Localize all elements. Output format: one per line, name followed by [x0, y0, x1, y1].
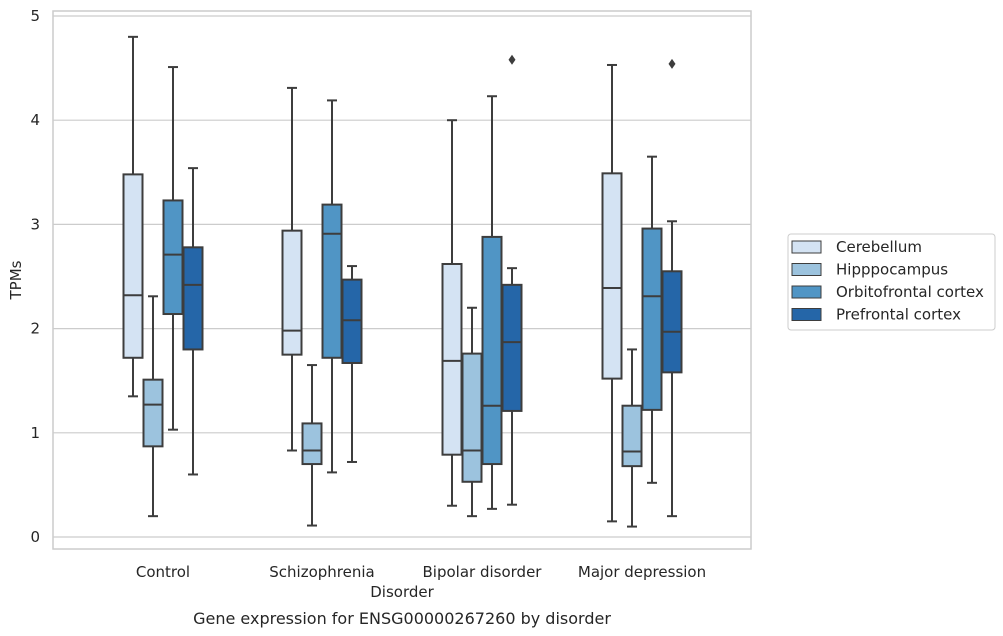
box-body: [441, 262, 463, 456]
y-tick-label: 4: [30, 111, 40, 129]
box-body: [321, 203, 343, 359]
plot-area-frame: [52, 10, 752, 550]
outlier-point: [668, 58, 676, 69]
y-tick-label: 2: [30, 320, 40, 338]
box-body: [281, 229, 303, 356]
box-body: [661, 270, 683, 374]
box-2-2: [481, 95, 503, 510]
x-axis-title: Disorder: [370, 583, 434, 601]
legend-swatch: [791, 285, 822, 299]
box-body: [601, 172, 623, 380]
legend-swatch: [791, 308, 822, 321]
box-body: [481, 235, 503, 466]
box-body: [162, 199, 184, 316]
box-body: [182, 246, 204, 351]
box-body: [621, 404, 643, 468]
box-2-3: [501, 54, 523, 506]
box-body: [142, 378, 164, 448]
box-body: [301, 422, 323, 466]
y-tick-label: 1: [30, 424, 40, 442]
box-body: [641, 227, 663, 411]
box-body: [341, 278, 363, 364]
x-tick-label: Bipolar disorder: [423, 563, 543, 581]
outlier-point: [508, 54, 516, 65]
box-3-1: [621, 348, 643, 528]
box-3-2: [641, 155, 663, 484]
box-3-3: [661, 58, 683, 518]
box-0-3: [182, 167, 204, 476]
x-tick-label: Control: [136, 563, 190, 581]
legend-swatch: [791, 263, 822, 276]
y-tick-labels: 0 1 2 3 4 5: [30, 7, 40, 546]
y-axis-title: TPMs: [7, 260, 25, 300]
legend-swatch: [791, 240, 822, 254]
box-0-1: [142, 295, 164, 518]
box-1-1: [301, 364, 323, 527]
box-body: [501, 283, 523, 412]
y-tick-label: 0: [30, 528, 40, 546]
y-tick-label: 3: [30, 215, 40, 233]
box-1-3: [341, 265, 363, 463]
legend: Cerebellum Hipppocampus Orbitofrontal cort…: [787, 233, 996, 331]
legend-frame: [787, 233, 996, 331]
box-0-0: [122, 35, 144, 398]
box-2-0: [441, 119, 463, 507]
box-body: [122, 173, 144, 359]
x-tick-labels: Control Schizophrenia Bipolar disorder Majo…: [136, 563, 706, 581]
legend-label: Hipppocampus: [836, 261, 948, 279]
chart-caption: Gene expression for ENSG00000267260 by d…: [193, 609, 611, 628]
legend-label: Prefrontal cortex: [836, 306, 961, 324]
box-body: [461, 352, 483, 483]
y-tick-label: 5: [30, 7, 40, 25]
box-1-2: [321, 99, 343, 474]
box-2-1: [461, 306, 483, 518]
x-tick-label: Schizophrenia: [269, 563, 374, 581]
box-1-0: [281, 86, 303, 452]
x-tick-label: Major depression: [578, 563, 706, 581]
box-3-0: [601, 63, 623, 523]
box-series: [122, 35, 683, 528]
box-0-2: [162, 66, 184, 431]
legend-label: Orbitofrontal cortex: [836, 283, 984, 301]
legend-label: Cerebellum: [836, 238, 922, 256]
